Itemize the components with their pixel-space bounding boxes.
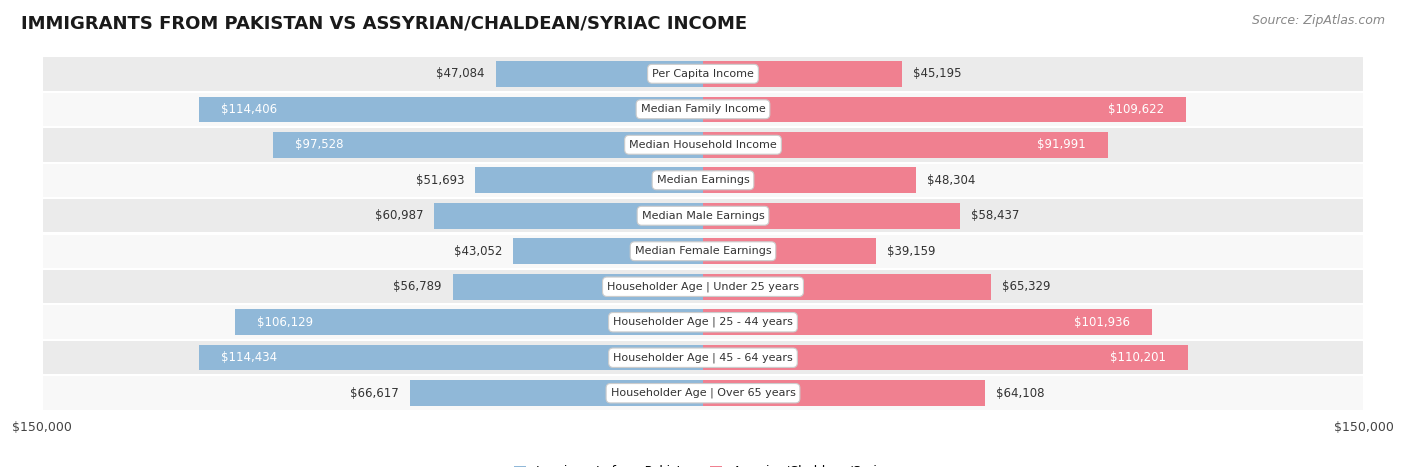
Bar [42,340,1364,375]
Text: Median Female Earnings: Median Female Earnings [634,246,772,256]
Bar [495,61,703,86]
Bar [42,163,1364,198]
Bar [434,203,703,228]
Bar [703,203,960,228]
Text: $109,622: $109,622 [1108,103,1164,116]
Bar [703,274,991,299]
Text: Median Household Income: Median Household Income [628,140,778,150]
Bar [198,345,703,370]
Bar [703,61,903,86]
Text: $66,617: $66,617 [350,387,398,400]
Bar [703,168,915,193]
Text: $114,434: $114,434 [221,351,277,364]
Bar [409,381,703,406]
Bar [42,92,1364,127]
Bar [200,97,703,122]
Text: Per Capita Income: Per Capita Income [652,69,754,79]
Text: Source: ZipAtlas.com: Source: ZipAtlas.com [1251,14,1385,27]
Bar [42,234,1364,269]
Text: $65,329: $65,329 [1002,280,1050,293]
Bar [273,132,703,157]
Text: $47,084: $47,084 [436,67,485,80]
Text: Householder Age | Over 65 years: Householder Age | Over 65 years [610,388,796,398]
Bar [703,97,1185,122]
Text: $51,693: $51,693 [416,174,464,187]
Bar [42,56,1364,92]
Text: Median Male Earnings: Median Male Earnings [641,211,765,221]
Bar [703,132,1108,157]
Bar [703,381,986,406]
Text: Householder Age | Under 25 years: Householder Age | Under 25 years [607,282,799,292]
Text: Householder Age | 45 - 64 years: Householder Age | 45 - 64 years [613,353,793,363]
Bar [42,269,1364,304]
Text: IMMIGRANTS FROM PAKISTAN VS ASSYRIAN/CHALDEAN/SYRIAC INCOME: IMMIGRANTS FROM PAKISTAN VS ASSYRIAN/CHA… [21,14,747,32]
Text: $60,987: $60,987 [375,209,423,222]
Bar [513,239,703,264]
Text: $114,406: $114,406 [221,103,277,116]
Text: $43,052: $43,052 [454,245,502,258]
Text: $56,789: $56,789 [394,280,441,293]
Text: $48,304: $48,304 [927,174,976,187]
Bar [42,198,1364,234]
Text: $39,159: $39,159 [887,245,935,258]
Bar [235,310,703,335]
Text: $110,201: $110,201 [1111,351,1167,364]
Bar [475,168,703,193]
Text: $64,108: $64,108 [997,387,1045,400]
Bar [42,127,1364,163]
Text: $58,437: $58,437 [972,209,1019,222]
Bar [703,239,876,264]
Text: Median Family Income: Median Family Income [641,104,765,114]
Text: $45,195: $45,195 [912,67,962,80]
Bar [703,310,1152,335]
Text: $97,528: $97,528 [295,138,344,151]
Bar [42,304,1364,340]
Text: $101,936: $101,936 [1074,316,1130,329]
Bar [453,274,703,299]
Bar [703,345,1188,370]
Text: $91,991: $91,991 [1038,138,1087,151]
Text: Median Earnings: Median Earnings [657,175,749,185]
Legend: Immigrants from Pakistan, Assyrian/Chaldean/Syriac: Immigrants from Pakistan, Assyrian/Chald… [509,460,897,467]
Bar [42,375,1364,411]
Text: Householder Age | 25 - 44 years: Householder Age | 25 - 44 years [613,317,793,327]
Text: $106,129: $106,129 [257,316,314,329]
